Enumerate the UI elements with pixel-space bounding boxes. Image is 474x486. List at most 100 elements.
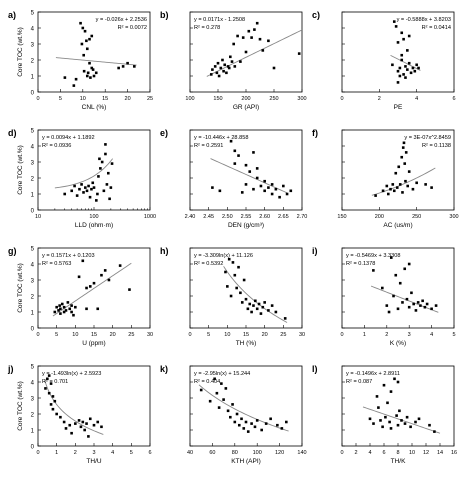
data-point	[224, 387, 228, 390]
data-point	[396, 41, 400, 44]
data-point	[412, 302, 415, 306]
data-point	[240, 417, 243, 421]
data-point	[398, 74, 402, 78]
data-point	[86, 71, 90, 75]
data-point	[108, 197, 111, 201]
x-tick-label: 100	[185, 96, 194, 102]
x-tick-label: 2.65	[278, 214, 289, 220]
data-point	[110, 162, 114, 165]
data-point	[66, 301, 70, 304]
panel-letter: h)	[160, 246, 169, 256]
data-point	[75, 194, 79, 197]
data-point	[74, 77, 78, 81]
data-point	[53, 310, 57, 314]
x-tick-label: 4	[368, 450, 371, 456]
x-tick-label: 2	[378, 96, 381, 102]
x-tick-label: 6	[382, 450, 385, 456]
y-tick-label: 2	[31, 177, 35, 183]
y-tick-label: 5	[31, 365, 35, 371]
plot-frame	[189, 247, 303, 329]
fit-equation: y = -1.493ln(x) + 2.5923	[42, 371, 101, 377]
x-tick-label: 250	[269, 96, 278, 102]
data-point	[70, 431, 73, 435]
data-point	[407, 170, 411, 173]
data-point	[396, 423, 400, 427]
data-point	[117, 66, 120, 70]
x-tick-label: 12	[423, 450, 429, 456]
data-point	[259, 312, 263, 315]
panel-letter: i)	[312, 246, 318, 256]
data-point	[392, 20, 396, 23]
r-squared: R² = 0.701	[42, 379, 68, 385]
fit-equation: y = -0.1496x + 2.8911	[346, 371, 400, 377]
data-point	[104, 143, 107, 146]
data-point	[401, 191, 404, 194]
data-point	[103, 269, 107, 272]
x-tick-label: 10	[72, 332, 78, 338]
data-point	[226, 65, 230, 68]
data-point	[51, 395, 55, 398]
data-point	[400, 58, 404, 62]
x-tick-label: 0	[36, 450, 39, 456]
data-point	[227, 66, 231, 70]
data-point	[368, 417, 372, 421]
panel-l: l) 0 2 4 6 8 10 12 14 16 TH/K y = -0.1496x + 2.8911…	[312, 364, 457, 465]
x-tick-label: 2	[385, 332, 388, 338]
data-point	[106, 171, 110, 175]
data-point	[88, 195, 92, 199]
x-tick-label: 20	[110, 332, 116, 338]
plot-frame	[37, 129, 151, 211]
data-point	[246, 430, 250, 433]
data-point	[104, 152, 107, 156]
data-point	[272, 66, 276, 70]
data-point	[263, 301, 266, 304]
data-point	[247, 29, 251, 33]
data-point	[285, 192, 289, 196]
panel-d: d) 0 1 2 3 4 5 10 100 1000 LLD (ohm·m) Core TOC (wt…	[8, 128, 156, 229]
data-point	[64, 427, 68, 430]
plot-frame	[37, 365, 151, 447]
y-tick-label: 4	[31, 27, 35, 33]
fit-equation: y = 0.0171x - 1.2508	[194, 17, 245, 23]
data-point	[222, 69, 225, 73]
data-point	[282, 184, 285, 188]
data-point	[396, 81, 400, 84]
x-axis-label: LLD (ohm·m)	[75, 222, 113, 229]
data-point	[377, 406, 380, 409]
data-point	[404, 76, 407, 79]
data-point	[83, 29, 87, 33]
x-tick-label: 0	[36, 332, 39, 338]
data-point	[216, 61, 220, 65]
x-tick-label: 3	[408, 332, 411, 338]
x-tick-label: 6	[148, 450, 151, 456]
data-point	[219, 66, 223, 70]
data-point	[47, 374, 51, 377]
fit-equation: y = -10.446x + 28.858	[194, 135, 248, 141]
fit-equation: y = -3.309ln(x) + 11.126	[194, 253, 253, 259]
y-tick-label: 1	[31, 75, 35, 81]
data-point	[388, 420, 391, 424]
panel-letter: f)	[312, 128, 318, 138]
data-point	[82, 191, 85, 194]
panel-e: e) 2.40 2.45 2.50 2.55 2.60 2.65 2.70 DEN (g/cm³…	[160, 128, 307, 229]
x-axis-label: PE	[394, 104, 403, 111]
data-point	[208, 399, 212, 403]
data-point	[96, 307, 100, 311]
y-tick-label: 2	[31, 413, 35, 419]
data-point	[242, 278, 246, 282]
data-point	[428, 423, 431, 427]
x-tick-label: 2.45	[203, 214, 214, 220]
data-point	[85, 39, 88, 43]
data-point	[107, 278, 111, 282]
y-tick-label: 0	[31, 445, 35, 451]
data-point	[250, 422, 253, 425]
data-point	[415, 181, 418, 185]
data-point	[289, 189, 293, 193]
x-tick-label: 8	[396, 450, 399, 456]
data-point	[389, 390, 393, 393]
data-point	[250, 36, 253, 39]
data-point	[274, 187, 278, 191]
data-point	[389, 427, 393, 430]
data-point	[90, 66, 94, 70]
